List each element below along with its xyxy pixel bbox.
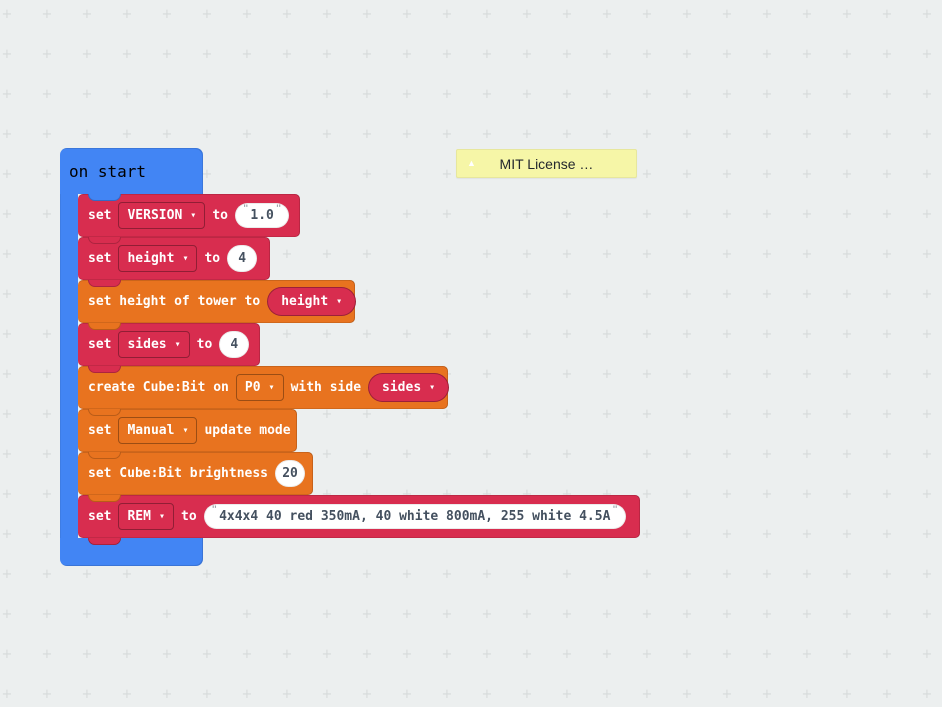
on-start-spine[interactable] <box>60 194 78 538</box>
block-set-brightness[interactable]: set Cube:Bit brightness 20 <box>78 452 313 495</box>
variable-dropdown-version[interactable]: VERSION ▾ <box>118 202 206 229</box>
variable-dropdown-label: sides <box>127 337 167 352</box>
to-label: to <box>181 509 197 524</box>
chevron-down-icon: ▾ <box>190 209 197 221</box>
string-value-field[interactable]: " 4x4x4 40 red 350mA, 40 white 800mA, 255… <box>203 504 626 529</box>
chevron-down-icon: ▾ <box>182 252 189 264</box>
string-value: 1.0 <box>250 208 274 223</box>
block-label: create Cube:Bit on <box>88 380 229 395</box>
workspace-comment[interactable]: ▲ MIT License … <box>456 149 637 178</box>
variable-pill-label: height <box>281 294 329 309</box>
number-value-field[interactable]: 4 <box>227 245 258 272</box>
to-label: to <box>204 251 221 266</box>
pin-dropdown[interactable]: P0 ▾ <box>235 374 284 401</box>
variable-dropdown-label: REM <box>127 509 151 524</box>
block-label: set Cube:Bit brightness <box>88 466 269 481</box>
mode-dropdown-label: Manual <box>127 423 175 438</box>
to-label: to <box>196 337 213 352</box>
variable-pill-height[interactable]: height ▾ <box>267 287 357 316</box>
quote-icon: " <box>612 504 618 515</box>
string-value-field[interactable]: " 1.0 " <box>234 203 290 228</box>
variable-dropdown-rem[interactable]: REM ▾ <box>118 503 174 530</box>
comment-label: MIT License … <box>499 155 594 172</box>
comment-expand-icon[interactable]: ▲ <box>467 158 476 168</box>
block-set-version[interactable]: set VERSION ▾ to " 1.0 " <box>78 194 300 237</box>
quote-icon: " <box>211 504 218 515</box>
number-value-field[interactable]: 4 <box>219 331 250 358</box>
block-label: with side <box>290 380 362 395</box>
block-label: update mode <box>204 423 291 438</box>
quote-icon: " <box>275 203 282 214</box>
block-set-height[interactable]: set height ▾ to 4 <box>78 237 270 280</box>
block-set-update-mode[interactable]: set Manual ▾ update mode <box>78 409 297 452</box>
set-label: set <box>88 509 112 524</box>
block-connector-bump <box>88 538 121 545</box>
set-label: set <box>88 423 112 438</box>
variable-dropdown-sides[interactable]: sides ▾ <box>118 331 190 358</box>
on-start-label: on start <box>69 161 147 181</box>
chevron-down-icon: ▾ <box>174 338 181 350</box>
pin-dropdown-label: P0 <box>244 380 261 395</box>
chevron-down-icon: ▾ <box>429 381 436 393</box>
chevron-down-icon: ▾ <box>182 424 189 436</box>
set-label: set <box>88 337 112 352</box>
chevron-down-icon: ▾ <box>336 295 343 307</box>
variable-dropdown-label: height <box>127 251 175 266</box>
block-set-rem[interactable]: set REM ▾ to " 4x4x4 40 red 350mA, 40 whi… <box>78 495 640 538</box>
quote-icon: " <box>242 203 249 214</box>
to-label: to <box>212 208 228 223</box>
variable-pill-label: sides <box>382 380 422 395</box>
number-value-field[interactable]: 20 <box>275 460 306 487</box>
mode-dropdown[interactable]: Manual ▾ <box>118 417 198 444</box>
string-value: 4x4x4 40 red 350mA, 40 white 800mA, 255 … <box>219 509 611 524</box>
on-start-foot[interactable] <box>60 538 203 566</box>
variable-dropdown-label: VERSION <box>127 208 183 223</box>
set-label: set <box>88 251 112 266</box>
variable-pill-sides[interactable]: sides ▾ <box>368 373 450 402</box>
block-set-sides[interactable]: set sides ▾ to 4 <box>78 323 260 366</box>
set-label: set <box>88 208 112 223</box>
chevron-down-icon: ▾ <box>268 381 275 393</box>
block-set-tower-height[interactable]: set height of tower to height ▾ <box>78 280 357 323</box>
variable-dropdown-height[interactable]: height ▾ <box>118 245 198 272</box>
on-start-block[interactable]: on start <box>60 148 203 194</box>
block-label: set height of tower to <box>88 294 261 309</box>
block-create-cubebit[interactable]: create Cube:Bit on P0 ▾ with side sides … <box>78 366 450 409</box>
chevron-down-icon: ▾ <box>158 510 165 522</box>
